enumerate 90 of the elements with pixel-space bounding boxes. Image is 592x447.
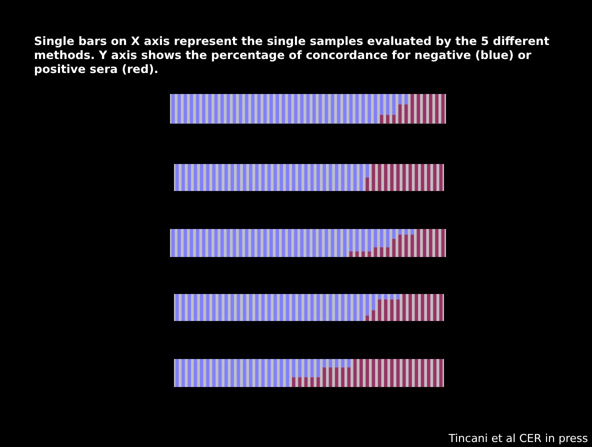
bar xyxy=(184,229,188,257)
bar xyxy=(380,247,384,257)
bar xyxy=(178,229,181,257)
bar xyxy=(435,229,438,257)
bar xyxy=(316,294,320,321)
bar xyxy=(384,294,388,300)
bar xyxy=(392,238,396,257)
bar xyxy=(372,310,376,321)
bar xyxy=(347,294,351,321)
bar xyxy=(372,294,376,310)
bar xyxy=(200,294,204,321)
text: Tincani et al CER in press xyxy=(448,432,588,445)
bar xyxy=(414,294,418,321)
bar xyxy=(251,229,254,257)
bar xyxy=(208,229,212,257)
bar xyxy=(212,294,216,321)
bar xyxy=(274,294,277,321)
bar xyxy=(349,251,353,257)
bar xyxy=(276,229,280,257)
bar xyxy=(404,229,408,235)
bar xyxy=(288,229,292,257)
bar xyxy=(433,294,436,321)
bar xyxy=(396,294,400,300)
bar xyxy=(236,294,240,321)
bar xyxy=(404,234,408,257)
bar xyxy=(368,229,372,252)
bar xyxy=(257,229,261,257)
bar xyxy=(188,294,192,321)
bar xyxy=(426,294,430,321)
bar xyxy=(392,229,396,239)
bar xyxy=(410,229,414,235)
bar xyxy=(182,294,185,321)
bar xyxy=(206,294,210,321)
bar xyxy=(334,294,338,321)
bar xyxy=(318,229,322,257)
bar xyxy=(349,229,353,252)
bar xyxy=(242,294,246,321)
bar xyxy=(402,294,406,321)
bar xyxy=(380,229,384,248)
bar xyxy=(384,299,388,321)
bar xyxy=(232,229,236,257)
chart-title: Single bars on X axis represent the single samples evaluated by the 5 different methods. Y axis shows the percentage of concordance for negative (blue) or positive sera (red). xyxy=(34,34,550,76)
bar xyxy=(312,229,316,257)
bar xyxy=(249,294,252,321)
bar xyxy=(267,294,271,321)
bar xyxy=(202,229,206,257)
bar xyxy=(280,294,284,321)
bar xyxy=(300,229,304,257)
bar xyxy=(366,316,369,321)
bar xyxy=(390,294,394,300)
bar xyxy=(324,229,328,257)
bar xyxy=(270,229,273,257)
bar xyxy=(374,247,378,257)
bar xyxy=(341,294,344,321)
bar xyxy=(355,251,359,257)
bar xyxy=(359,294,363,321)
bar xyxy=(390,299,394,321)
bar xyxy=(255,294,259,321)
bar xyxy=(362,251,365,257)
bar xyxy=(366,294,369,316)
bar xyxy=(441,229,445,257)
bar xyxy=(292,294,296,321)
bar xyxy=(343,229,346,257)
bar xyxy=(196,229,200,257)
bar xyxy=(386,229,390,248)
bar xyxy=(355,229,359,252)
bar xyxy=(230,294,234,321)
bar xyxy=(310,294,314,321)
bar xyxy=(294,229,298,257)
bar xyxy=(322,294,326,321)
bar xyxy=(304,294,308,321)
bar xyxy=(336,229,340,257)
bar xyxy=(368,251,372,257)
bar xyxy=(362,229,365,252)
bar xyxy=(386,247,390,257)
bar xyxy=(224,294,228,321)
bar xyxy=(226,229,230,257)
bar xyxy=(408,294,412,321)
bar xyxy=(220,229,224,257)
bar xyxy=(410,234,414,257)
bar xyxy=(439,294,443,321)
bar xyxy=(416,229,420,257)
bar xyxy=(378,299,382,321)
bar xyxy=(175,294,179,321)
bar xyxy=(263,229,267,257)
bar xyxy=(244,229,248,257)
bar xyxy=(378,294,382,300)
bar xyxy=(298,294,302,321)
bar xyxy=(428,229,432,257)
bar xyxy=(171,229,175,257)
